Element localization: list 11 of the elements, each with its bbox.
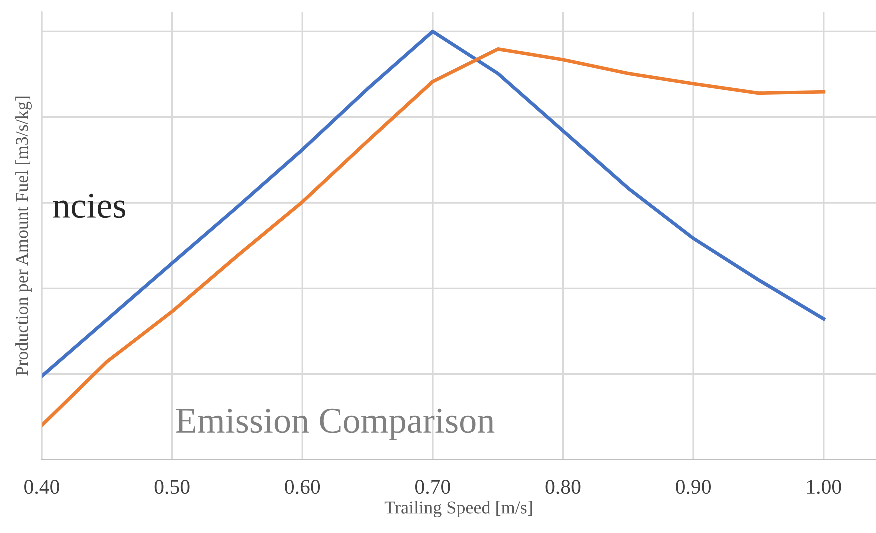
x-tick-label: 1.00 <box>807 480 842 494</box>
x-tick-label: 0.60 <box>285 480 320 494</box>
annotation: ncies <box>53 194 126 218</box>
x-tick-label: 0.40 <box>24 480 60 494</box>
x-axis-title: Trailing Speed [m/s] <box>384 501 532 518</box>
annotation: Emission Comparison <box>176 408 495 441</box>
x-tick-label: 0.80 <box>546 480 581 494</box>
x-tick-label: 0.90 <box>676 480 711 494</box>
x-tick-label: 0.70 <box>416 480 450 494</box>
x-tick-label: 0.50 <box>154 480 190 494</box>
y-axis-title: Production per Amount Fuel [m3/s/kg] <box>16 96 32 376</box>
